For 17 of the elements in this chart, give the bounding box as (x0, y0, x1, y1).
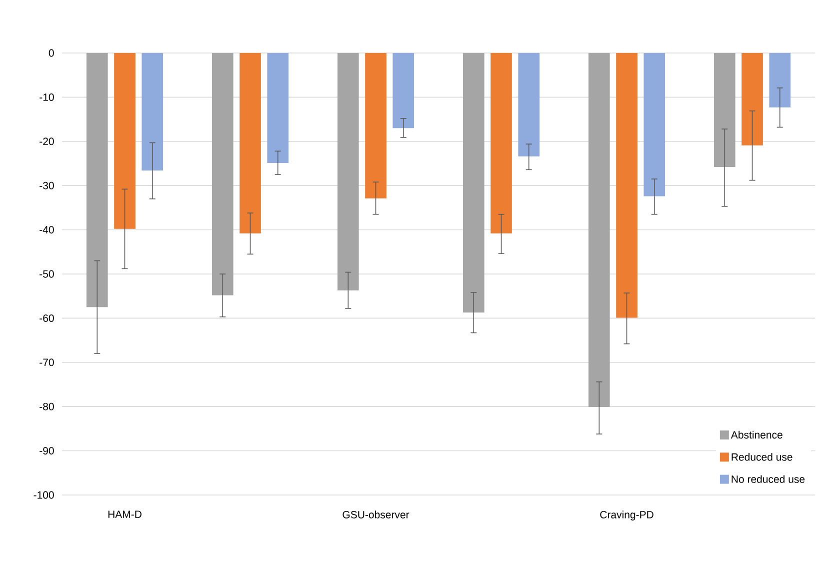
x-tick-label: Craving-PD (600, 510, 654, 520)
y-tick-label: -20 (40, 138, 54, 146)
y-tick-label: -30 (40, 182, 54, 190)
y-tick-label: -40 (40, 226, 54, 234)
y-tick-label: -100 (34, 491, 54, 499)
y-tick-label: -10 (40, 93, 54, 101)
y-tick-label: -70 (40, 358, 54, 366)
legend-label: Reduced use (732, 453, 792, 461)
x-tick-label: HAM-D (108, 510, 142, 518)
y-tick-label: -60 (40, 314, 54, 322)
legend-label: Abstinence (730, 430, 782, 439)
x-tick-label: GSU-observer (342, 510, 410, 518)
y-tick-label: 0 (48, 49, 54, 57)
y-tick-label: -50 (40, 270, 54, 278)
legend-label: No reduced use (732, 475, 805, 483)
y-tick-label: -90 (40, 447, 54, 455)
y-tick-label: -80 (40, 402, 54, 410)
